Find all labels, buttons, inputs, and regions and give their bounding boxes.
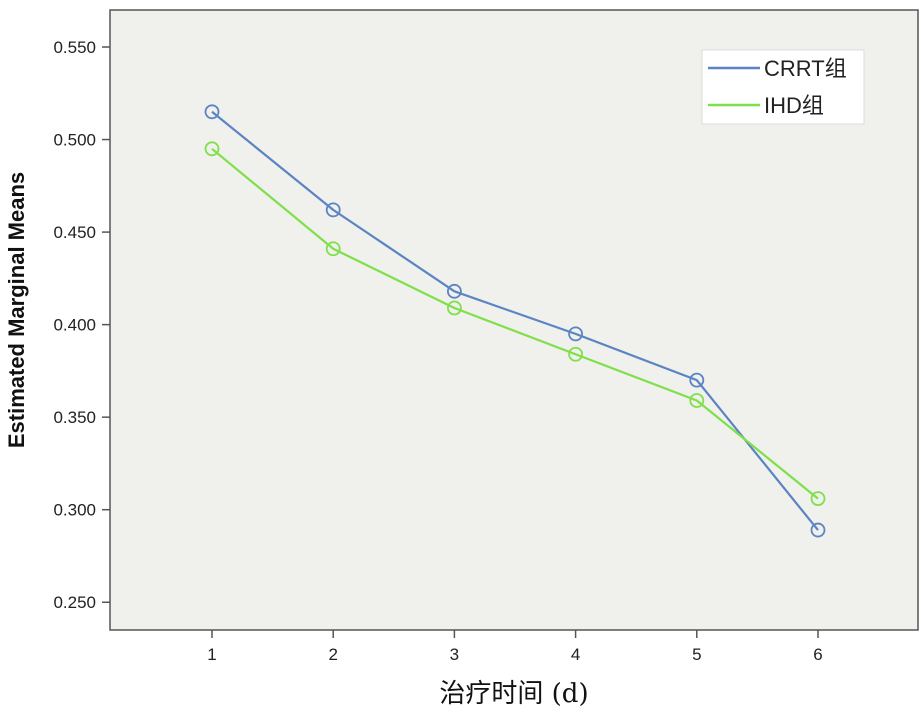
y-tick-label: 0.550 (53, 38, 96, 57)
data-point (204, 104, 220, 120)
y-tick-label: 0.450 (53, 223, 96, 242)
y-axis-title: Estimated Marginal Means (4, 172, 29, 448)
y-tick-label: 0.500 (53, 131, 96, 150)
data-point (325, 202, 341, 218)
y-tick-label: 0.300 (53, 501, 96, 520)
y-tick-label: 0.250 (53, 593, 96, 612)
x-tick-label: 5 (692, 645, 701, 664)
data-point (689, 372, 705, 388)
data-point (446, 283, 462, 299)
data-point (810, 491, 826, 506)
x-tick-label: 2 (328, 645, 337, 664)
legend: CRRT组 IHD组 (701, 49, 865, 125)
series-layer (204, 104, 826, 538)
data-point (689, 393, 705, 408)
y-tick-label: 0.400 (53, 316, 96, 335)
x-axis: 1 2 3 4 5 6 (207, 630, 823, 664)
y-axis: 0.250 0.300 0.350 0.400 0.450 0.500 0.550 (53, 38, 110, 612)
data-point (446, 300, 462, 316)
legend-label-crrt: CRRT组 (764, 56, 847, 81)
x-tick-label: 3 (450, 645, 459, 664)
series-line-0 (211, 110, 819, 531)
y-tick-label: 0.350 (53, 408, 96, 427)
data-point (568, 346, 583, 362)
series-line-1 (211, 147, 819, 500)
legend-box (701, 49, 865, 125)
data-point (810, 522, 826, 538)
x-tick-label: 4 (571, 645, 580, 664)
x-tick-label: 6 (813, 645, 822, 664)
data-point (325, 241, 341, 257)
data-point (204, 141, 220, 157)
legend-label-ihd: IHD组 (764, 93, 824, 118)
x-tick-label: 1 (207, 645, 216, 664)
x-axis-title: 治疗时间 (d) (439, 679, 588, 709)
data-point (568, 326, 583, 342)
